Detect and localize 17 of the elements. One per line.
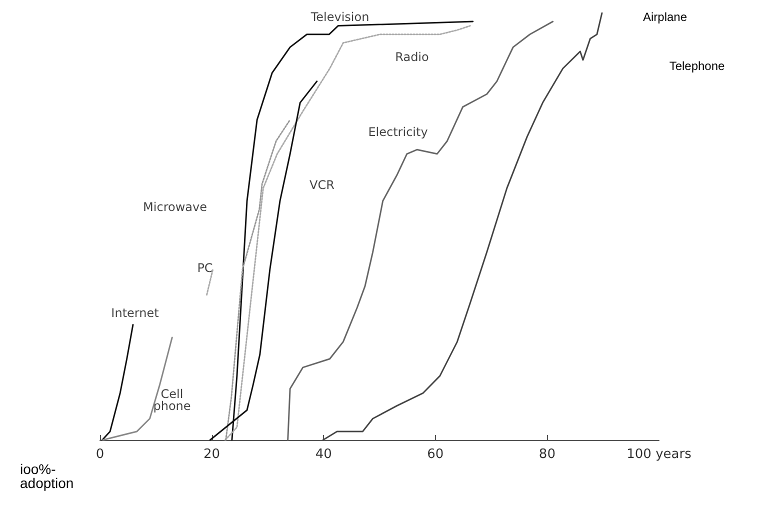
annotation: Airplane (642, 10, 688, 24)
x-tick-label: 40 (315, 447, 332, 462)
y-axis-title: ioo%- adoption (20, 461, 74, 491)
annotation: Microwave (143, 200, 207, 214)
annotation: Radio (395, 50, 429, 64)
annotation: Internet (111, 306, 160, 320)
annotation: Television (310, 10, 370, 24)
x-tick-label: 60 (427, 447, 444, 462)
annotation: PC (197, 261, 213, 275)
x-tick-label: 100 years (626, 447, 692, 462)
text: Telephone (669, 59, 726, 73)
x-tick-label: 20 (204, 447, 220, 462)
annotation: VCR (310, 178, 334, 192)
annotation: Electricity (368, 125, 428, 139)
annotation: Cell phone (153, 387, 191, 413)
x-tick-label: 80 (538, 447, 556, 462)
x-tick-label: 0 (96, 447, 104, 462)
